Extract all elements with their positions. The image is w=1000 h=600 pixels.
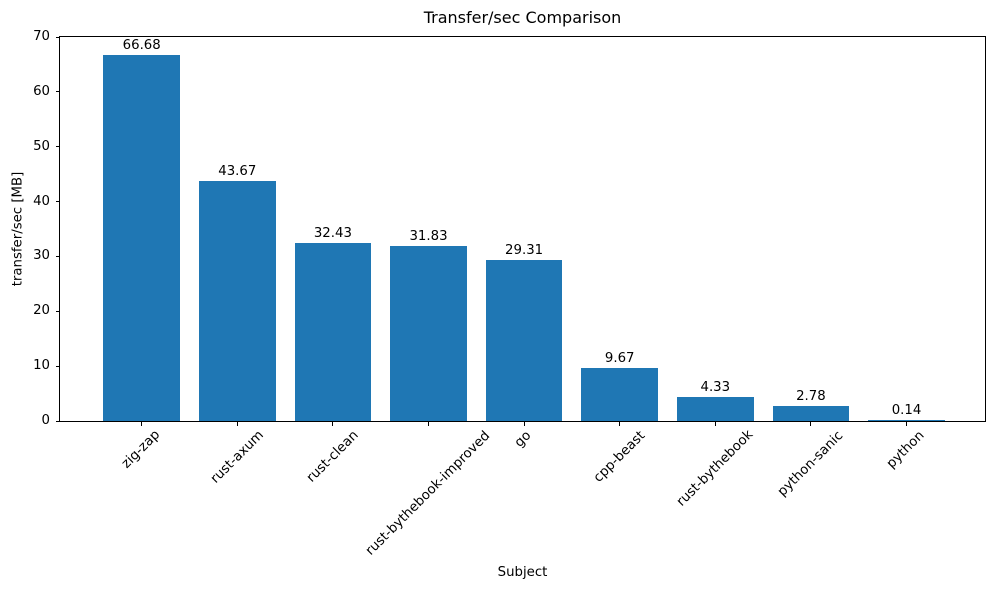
x-tick-mark (619, 422, 621, 426)
y-tick-label: 10 (33, 358, 50, 374)
x-tick-label: rust-axum (207, 427, 267, 487)
x-tick-mark (428, 422, 429, 426)
x-tick-label: python-sanic (774, 428, 847, 500)
x-tick-mark (332, 422, 334, 426)
y-tick-label: 50 (33, 138, 50, 154)
x-tick-mark (236, 422, 238, 426)
y-axis-label: transfer/sec [MB] (10, 171, 26, 287)
x-tick-label: cpp-beast (590, 428, 648, 486)
x-tick-label: python (884, 428, 928, 472)
x-tick-mark (523, 422, 525, 426)
x-tick-mark (714, 422, 716, 426)
x-tick-label: go (512, 428, 535, 451)
y-tick-label: 20 (33, 303, 50, 319)
y-tick-label: 60 (33, 83, 50, 99)
x-tick-mark (906, 422, 907, 426)
x-tick-label: rust-bythebook-improved (363, 427, 494, 559)
x-tick-mark (141, 422, 143, 426)
x-axis-label: Subject (497, 565, 548, 580)
y-tick-label: 70 (33, 29, 50, 44)
y-tick-label: 0 (41, 413, 50, 428)
x-tick-mark (810, 422, 812, 426)
x-tick-label: zig-zap (119, 427, 164, 472)
x-tick-label: rust-bythebook (673, 427, 757, 511)
plot-area (59, 36, 986, 422)
chart-title: Transfer/sec Comparison (423, 8, 622, 27)
x-tick-label: rust-clean (303, 428, 362, 486)
